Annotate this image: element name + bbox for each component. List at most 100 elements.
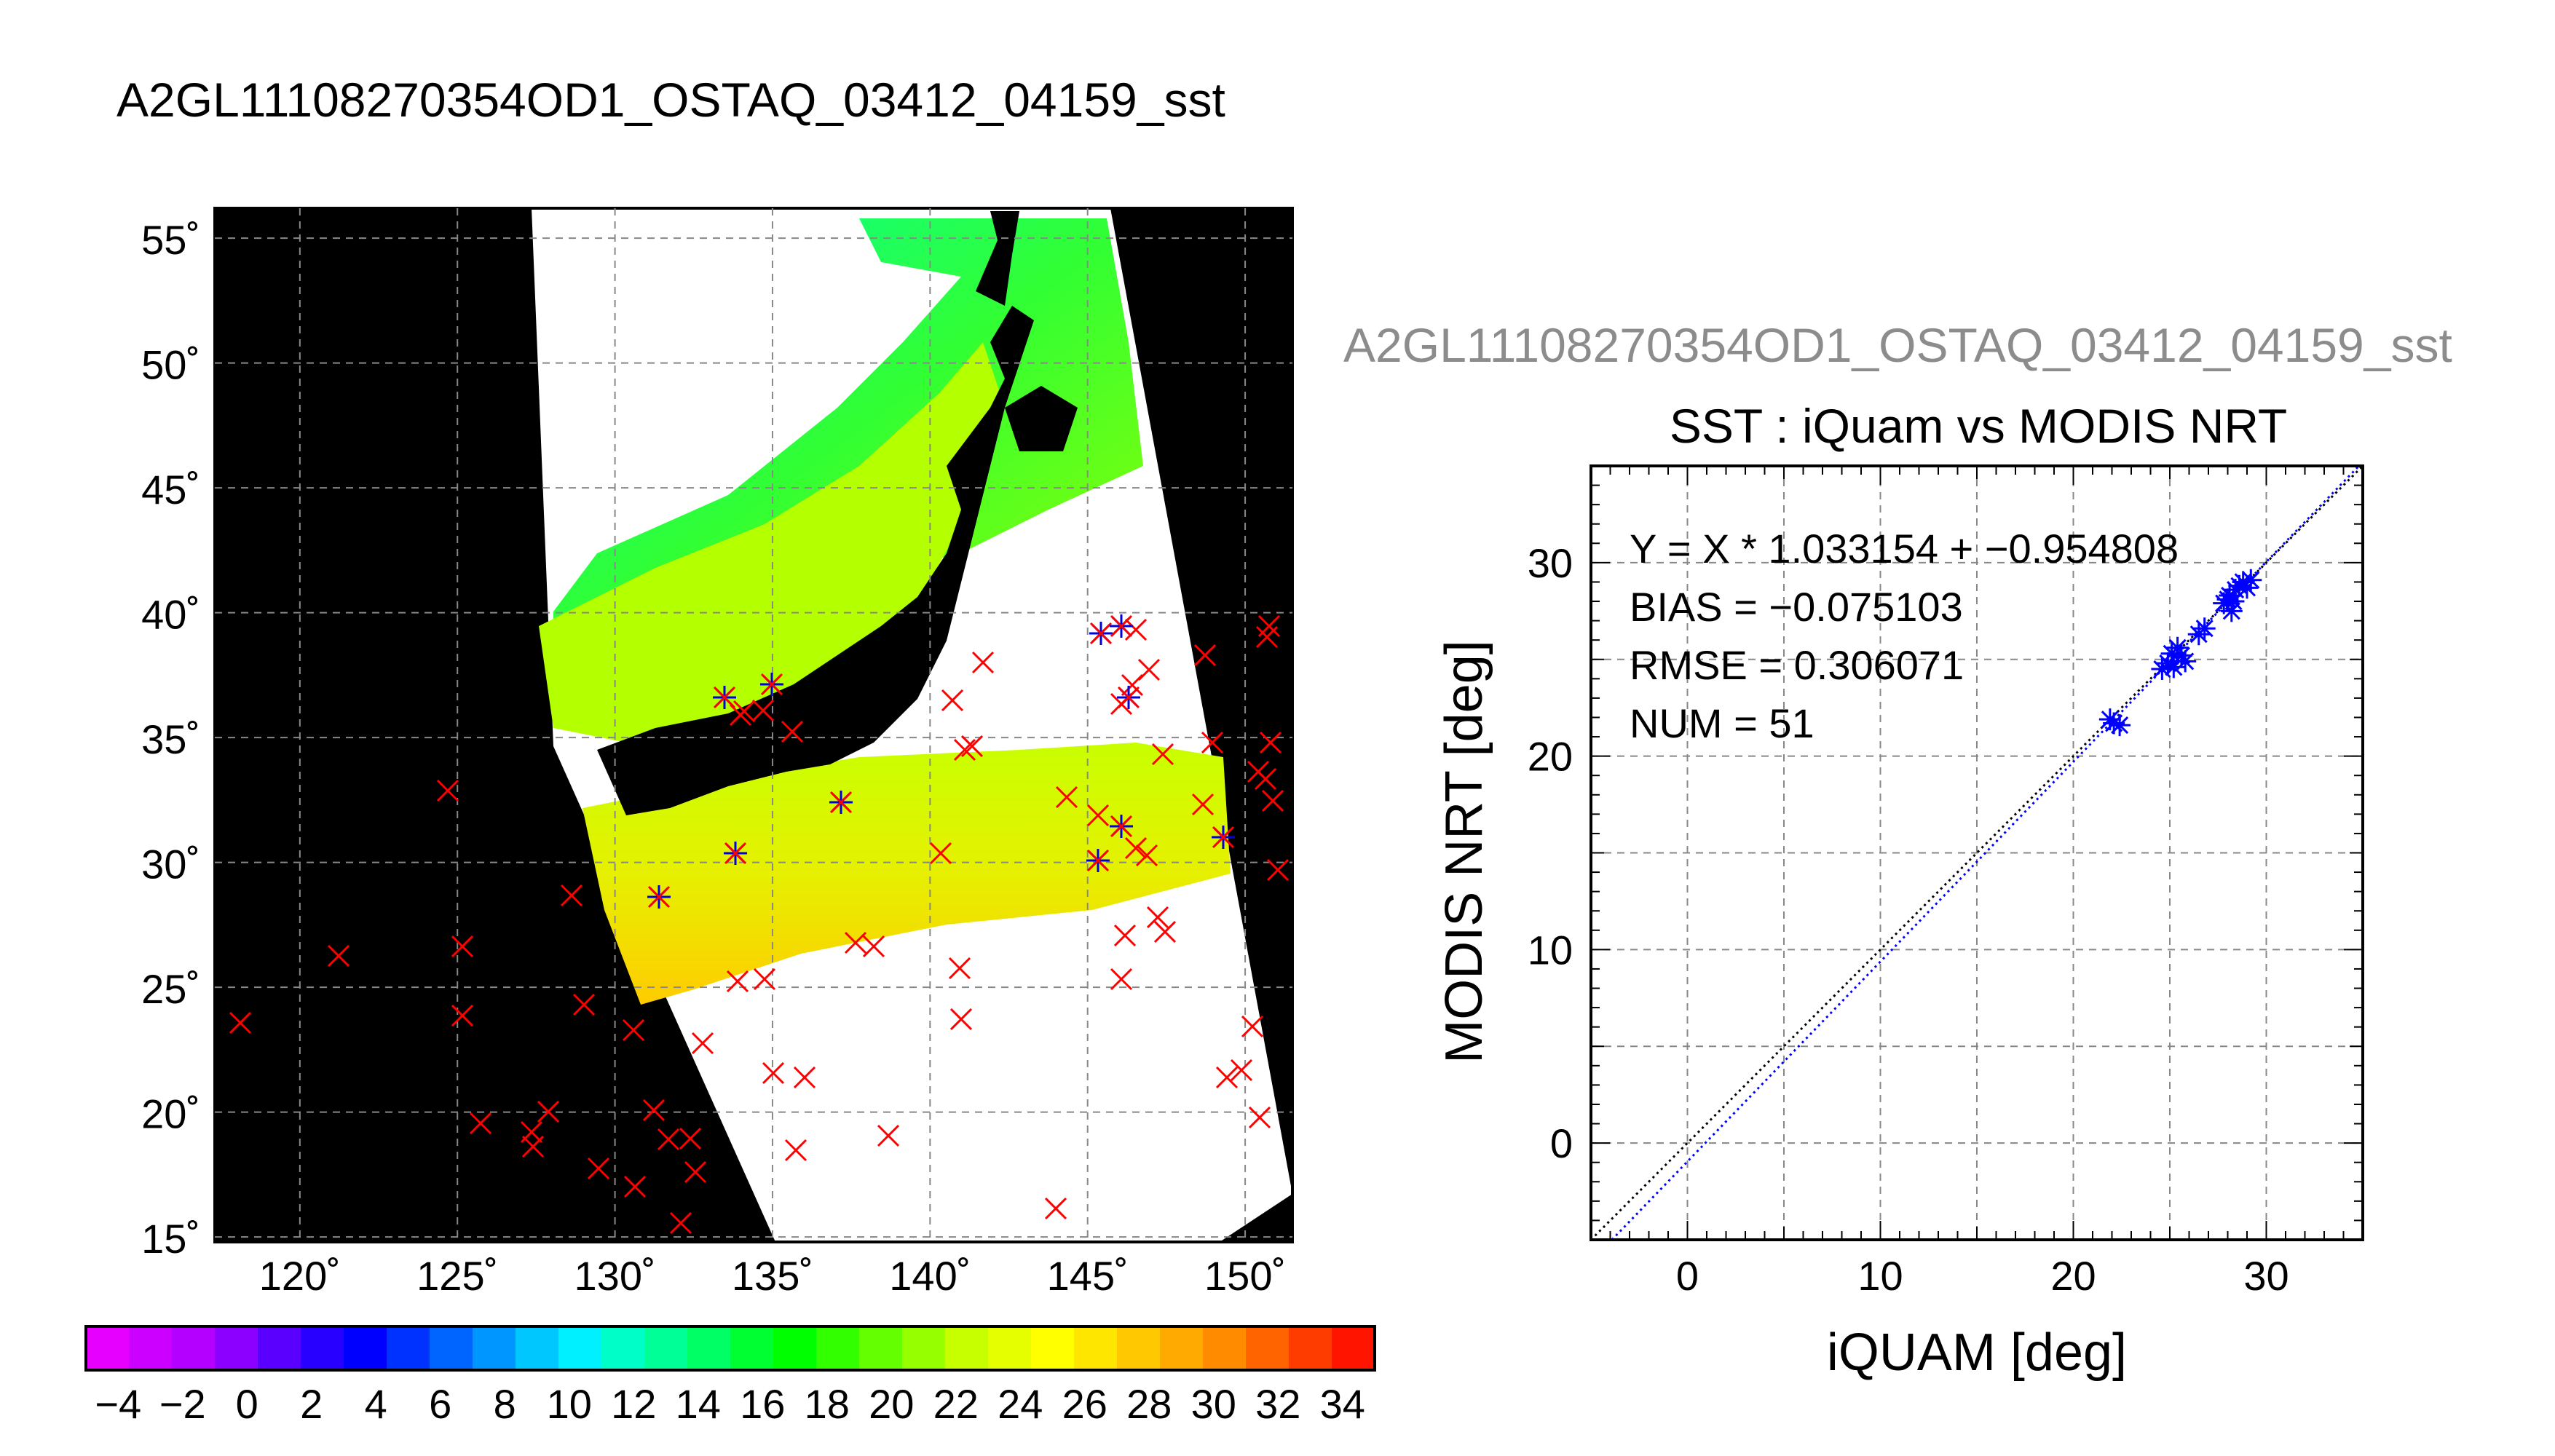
colorbar-cell bbox=[344, 1326, 387, 1370]
scatter-panel: A2GL11108270354OD1_OSTAQ_03412_04159_sst… bbox=[1343, 318, 2452, 1382]
map-red-marker bbox=[679, 1127, 702, 1150]
colorbar-cell bbox=[558, 1326, 602, 1370]
map-blue-cross bbox=[1212, 826, 1235, 849]
map-red-marker bbox=[469, 1112, 492, 1135]
map-red-marker bbox=[1113, 924, 1137, 947]
colorbar-cell bbox=[516, 1326, 559, 1370]
map-red-marker bbox=[1261, 789, 1284, 812]
map-lat-label: 45˚ bbox=[141, 467, 200, 513]
colorbar-label: 20 bbox=[869, 1381, 914, 1427]
map-swath bbox=[532, 208, 1292, 1242]
colorbar-cell bbox=[1031, 1326, 1075, 1370]
map-lat-label: 15˚ bbox=[141, 1216, 200, 1262]
map-red-marker bbox=[1110, 968, 1133, 991]
map-red-marker bbox=[229, 1011, 252, 1034]
scatter-point bbox=[2170, 644, 2192, 667]
colorbar-cell bbox=[902, 1326, 946, 1370]
colorbar-cell bbox=[687, 1326, 731, 1370]
map-frame bbox=[213, 207, 1294, 1243]
colorbar-cell bbox=[859, 1326, 903, 1370]
map-blue-cross bbox=[713, 686, 736, 709]
colorbar-cell bbox=[1117, 1326, 1161, 1370]
map-red-marker bbox=[451, 935, 474, 958]
scatter-point bbox=[2166, 636, 2189, 659]
colorbar-cell bbox=[387, 1326, 430, 1370]
colorbar-label: 24 bbox=[998, 1381, 1043, 1427]
map-red-marker bbox=[1248, 1106, 1271, 1129]
scatter-point bbox=[2236, 577, 2258, 599]
colorbar-label: 6 bbox=[429, 1381, 451, 1427]
colorbar-label: 34 bbox=[1320, 1381, 1365, 1427]
map-red-marker bbox=[941, 689, 964, 712]
map-red-marker bbox=[877, 1124, 900, 1147]
colorbar-label: 26 bbox=[1062, 1381, 1107, 1427]
map-lon-label: 140˚ bbox=[889, 1253, 971, 1299]
scatter-x-tick-label: 0 bbox=[1676, 1253, 1699, 1299]
map-blue-cross bbox=[1117, 686, 1140, 709]
scatter-point bbox=[2232, 571, 2254, 593]
map-red-marker bbox=[762, 1061, 785, 1085]
map-red-marker bbox=[560, 884, 583, 907]
map-lat-label: 20˚ bbox=[141, 1091, 200, 1137]
stat-num: NUM = 51 bbox=[1630, 700, 1814, 746]
map-blue-marker bbox=[713, 686, 736, 709]
map-buoy-markers bbox=[229, 614, 1290, 1235]
fit-line bbox=[1611, 464, 2360, 1241]
colorbar-cell bbox=[1289, 1326, 1332, 1370]
stat-fit-equation: Y = X * 1.033154 + −0.954808 bbox=[1630, 526, 2179, 571]
map-blue-marker bbox=[724, 842, 747, 865]
map-red-marker bbox=[1086, 804, 1110, 827]
map-red-marker bbox=[1241, 1015, 1264, 1038]
colorbar-cell bbox=[473, 1326, 516, 1370]
map-red-marker bbox=[1230, 1059, 1253, 1082]
map-red-marker bbox=[784, 1139, 807, 1162]
map-blue-cross bbox=[1110, 815, 1133, 838]
map-red-marker bbox=[949, 1008, 973, 1031]
map-red-marker bbox=[1257, 614, 1281, 638]
map-red-marker bbox=[436, 779, 459, 802]
map-red-marker bbox=[929, 842, 952, 865]
colorbar-cell bbox=[1160, 1326, 1204, 1370]
colorbar-cell bbox=[1074, 1326, 1118, 1370]
map-red-marker bbox=[1254, 767, 1277, 791]
scatter-point bbox=[2240, 569, 2262, 591]
colorbar-cell bbox=[86, 1326, 130, 1370]
colorbar-label: 10 bbox=[547, 1381, 592, 1427]
map-lat-label: 25˚ bbox=[141, 966, 200, 1012]
scatter-point bbox=[2193, 617, 2216, 640]
scatter-x-tick-label: 30 bbox=[2243, 1253, 2289, 1299]
map-red-marker bbox=[862, 935, 885, 958]
map-red-marker bbox=[960, 735, 984, 758]
map-red-marker bbox=[1153, 920, 1177, 943]
colorbar-label: 0 bbox=[236, 1381, 258, 1427]
map-red-marker bbox=[623, 1175, 647, 1198]
scatter-points bbox=[2098, 569, 2262, 737]
map-red-marker bbox=[1191, 793, 1215, 816]
scatter-point bbox=[2103, 712, 2125, 735]
map-lat-label: 35˚ bbox=[141, 716, 200, 762]
colorbar-cells bbox=[86, 1326, 1375, 1370]
scatter-y-tick-label: 0 bbox=[1550, 1120, 1573, 1166]
map-lon-label: 120˚ bbox=[259, 1253, 341, 1299]
colorbar: −4 −2 0 2 4 6 8 10 12 14 16 18 20 22 24 26 28 30 32 34 bbox=[84, 1325, 1376, 1427]
korea-japan-land bbox=[597, 306, 1034, 815]
map-red-marker bbox=[1124, 836, 1148, 860]
colorbar-label: 18 bbox=[805, 1381, 850, 1427]
map-blue-marker bbox=[1089, 622, 1113, 645]
map-blue-cross bbox=[760, 673, 783, 696]
scatter-title: SST : iQuam vs MODIS NRT bbox=[1670, 399, 2287, 453]
colorbar-cell bbox=[730, 1326, 774, 1370]
map-blue-cross bbox=[647, 885, 671, 909]
colorbar-cell bbox=[129, 1326, 173, 1370]
map-lon-label: 150˚ bbox=[1204, 1253, 1286, 1299]
map-blue-marker bbox=[829, 791, 853, 814]
map-red-marker bbox=[751, 699, 775, 722]
map-lon-labels: 120˚ 125˚ 130˚ 135˚ 140˚ 145˚ 150˚ bbox=[259, 1253, 1286, 1299]
map-blue-marker bbox=[1086, 849, 1110, 872]
scatter-x-axis-label: iQUAM [deg] bbox=[1827, 1324, 2127, 1382]
colorbar-cell bbox=[644, 1326, 688, 1370]
map-blue-marker bbox=[1110, 614, 1133, 638]
colorbar-cell bbox=[430, 1326, 473, 1370]
scatter-point bbox=[2216, 588, 2239, 611]
map-red-marker bbox=[793, 1066, 816, 1089]
